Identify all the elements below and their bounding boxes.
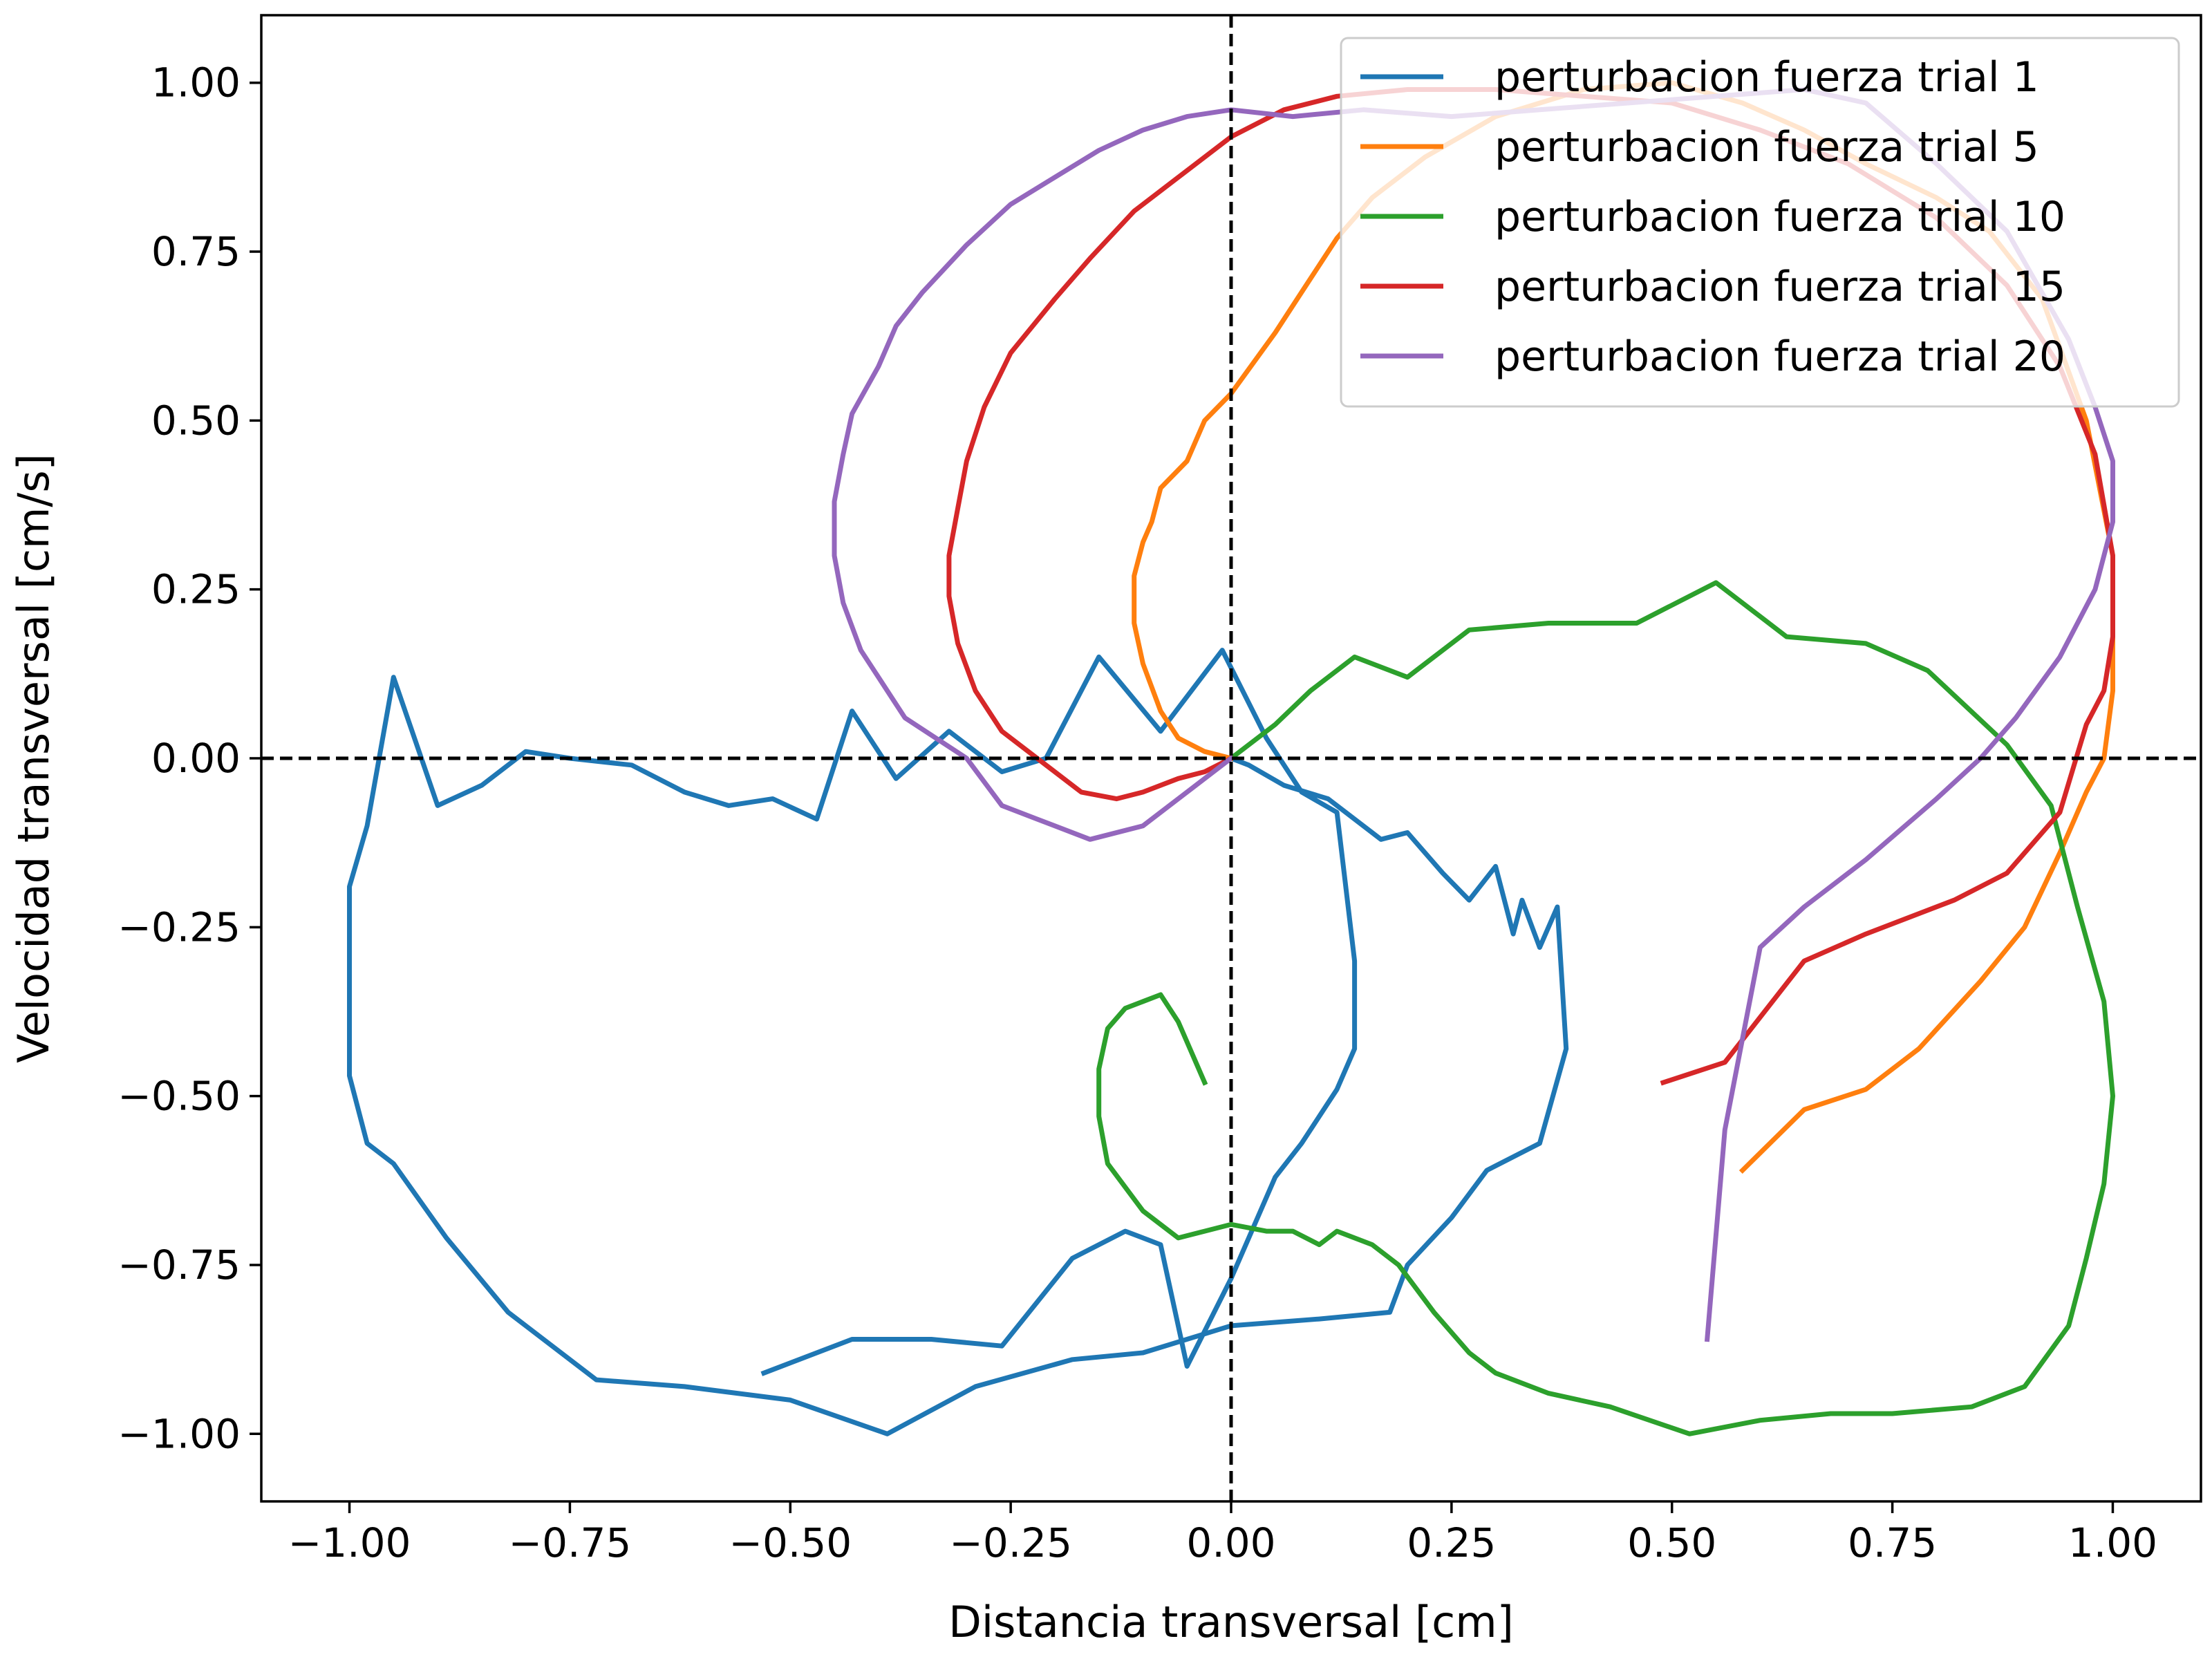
y-tick-label: −0.75 [118, 1241, 241, 1288]
y-tick-label: −0.25 [118, 903, 241, 950]
legend-label-4: perturbacion fuerza trial 15 [1494, 263, 2065, 311]
series-line-3 [1096, 580, 2115, 1436]
legend-box [1340, 37, 2180, 408]
x-axis: −1.00 −0.75 −0.50 −0.25 0.00 0.25 0.50 0.75 1.00 [288, 1501, 2157, 1566]
legend-label-1: perturbacion fuerza trial 1 [1494, 53, 2039, 102]
x-tick-label: 1.00 [2068, 1519, 2157, 1566]
y-tick-label: 0.25 [151, 566, 241, 613]
x-tick-label: 0.25 [1407, 1519, 1496, 1566]
x-tick-label: 0.75 [1848, 1519, 1937, 1566]
x-tick-label: −0.25 [949, 1519, 1072, 1566]
x-tick-label: −0.75 [509, 1519, 632, 1566]
reference-lines [261, 15, 2201, 1501]
y-tick-label: 0.00 [151, 735, 241, 782]
y-tick-label: 1.00 [151, 59, 241, 106]
y-tick-label: 0.75 [151, 228, 241, 275]
y-tick-label: 0.50 [151, 397, 241, 444]
legend-label-2: perturbacion fuerza trial 5 [1494, 123, 2039, 171]
x-tick-label: 0.50 [1627, 1519, 1716, 1566]
legend-label-5: perturbacion fuerza trial 20 [1494, 332, 2065, 381]
x-tick-label: −1.00 [288, 1519, 411, 1566]
x-axis-label: Distancia transversal [cm] [948, 1597, 1514, 1647]
y-axis-label: Velocidad transversal [cm/s] [8, 453, 59, 1063]
y-tick-label: −1.00 [118, 1410, 241, 1457]
legend-label-3: perturbacion fuerza trial 10 [1494, 193, 2065, 241]
y-axis: −1.00 −0.75 −0.50 −0.25 0.00 0.25 0.50 0.75 1.00 [118, 59, 261, 1457]
x-tick-label: 0.00 [1186, 1519, 1275, 1566]
series-line-1 [347, 648, 1569, 1436]
y-tick-label: −0.50 [118, 1073, 241, 1120]
series-line-4 [946, 87, 2115, 1086]
legend: perturbacion fuerza trial 1 perturbacion … [1340, 37, 2180, 408]
x-tick-label: −0.50 [729, 1519, 852, 1566]
